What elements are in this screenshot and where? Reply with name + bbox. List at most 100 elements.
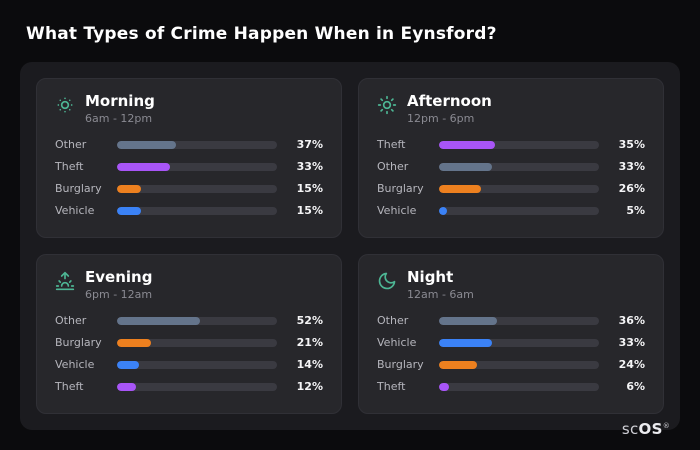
bar-track [117, 338, 277, 347]
crime-bar-row: Other 52% [55, 313, 323, 328]
crime-type-label: Theft [377, 380, 406, 394]
crime-bar-row: Burglary 24% [377, 357, 645, 372]
bar-track [439, 360, 599, 369]
crime-bar-row: Vehicle 15% [55, 203, 323, 218]
crime-bar-row: Vehicle 33% [377, 335, 645, 350]
percentage-value: 35% [618, 138, 645, 152]
bar-rows: Other 37% Theft 33% Burglary 15% Vehicle… [55, 137, 323, 225]
card-header: Night 12am - 6am [377, 268, 645, 301]
registered-mark: ® [662, 422, 670, 430]
crime-type-label: Theft [377, 138, 406, 152]
bar-fill [117, 184, 141, 193]
crime-bar-row: Theft 6% [377, 379, 645, 394]
sun-icon [377, 95, 397, 115]
bar-fill [117, 360, 140, 369]
crime-bar-row: Other 36% [377, 313, 645, 328]
bar-track [439, 382, 599, 391]
bar-track [117, 316, 277, 325]
bar-fill [439, 140, 495, 149]
crime-type-label: Burglary [377, 358, 424, 372]
percentage-value: 37% [296, 138, 323, 152]
bar-track [439, 140, 599, 149]
percentage-value: 33% [618, 336, 645, 350]
card-heading-text: Morning 6am - 12pm [85, 92, 155, 125]
bar-track [117, 360, 277, 369]
brand-logo: scOS® [622, 420, 670, 438]
crime-type-label: Theft [55, 380, 84, 394]
sun-dim-icon [55, 95, 75, 115]
crime-bar-row: Burglary 21% [55, 335, 323, 350]
crime-type-label: Vehicle [55, 358, 95, 372]
card-title: Evening [85, 268, 153, 286]
percentage-value: 12% [296, 380, 323, 394]
crime-type-label: Other [55, 314, 87, 328]
bar-track [439, 316, 599, 325]
bar-track [439, 162, 599, 171]
bar-fill [117, 382, 137, 391]
percentage-value: 5% [626, 204, 645, 218]
time-period-card: Morning 6am - 12pm Other 37% Theft 33% B… [36, 78, 342, 238]
bar-fill [117, 206, 141, 215]
percentage-value: 21% [296, 336, 323, 350]
percentage-value: 33% [618, 160, 645, 174]
sunset-icon [55, 271, 75, 291]
percentage-value: 15% [296, 204, 323, 218]
card-header: Afternoon 12pm - 6pm [377, 92, 645, 126]
crime-bar-row: Other 33% [377, 159, 645, 174]
time-period-card: Night 12am - 6am Other 36% Vehicle 33% B… [358, 254, 664, 414]
crime-bar-row: Burglary 26% [377, 181, 645, 196]
time-period-card: Afternoon 12pm - 6pm Theft 35% Other 33%… [358, 78, 664, 238]
card-subtitle: 12pm - 6pm [407, 112, 475, 126]
bar-fill [439, 316, 497, 325]
percentage-value: 36% [618, 314, 645, 328]
brand-suffix: OS [638, 420, 663, 438]
cards-grid: Morning 6am - 12pm Other 37% Theft 33% B… [36, 78, 664, 414]
crime-type-label: Other [377, 160, 409, 174]
percentage-value: 6% [626, 380, 645, 394]
bar-fill [117, 338, 151, 347]
card-title: Afternoon [407, 92, 492, 110]
percentage-value: 33% [296, 160, 323, 174]
card-title: Night [407, 268, 454, 286]
crime-type-label: Theft [55, 160, 84, 174]
card-header: Evening 6pm - 12am [55, 268, 323, 302]
bar-rows: Other 52% Burglary 21% Vehicle 14% Theft… [55, 313, 323, 401]
crime-type-label: Burglary [55, 336, 102, 350]
crime-bar-row: Other 37% [55, 137, 323, 152]
bar-track [117, 184, 277, 193]
percentage-value: 24% [618, 358, 645, 372]
percentage-value: 52% [296, 314, 323, 328]
percentage-value: 14% [296, 358, 323, 372]
crime-type-label: Vehicle [55, 204, 95, 218]
bar-track [439, 206, 599, 215]
card-heading-text: Afternoon 12pm - 6pm [407, 92, 492, 126]
dashboard-panel: Morning 6am - 12pm Other 37% Theft 33% B… [20, 62, 680, 430]
card-heading-text: Night 12am - 6am [407, 268, 474, 301]
crime-type-label: Burglary [377, 182, 424, 196]
percentage-value: 15% [296, 182, 323, 196]
card-heading-text: Evening 6pm - 12am [85, 268, 153, 302]
crime-bar-row: Theft 12% [55, 379, 323, 394]
crime-type-label: Vehicle [377, 204, 417, 218]
card-subtitle: 6pm - 12am [85, 288, 153, 302]
bar-track [117, 140, 277, 149]
brand-prefix: sc [621, 420, 639, 438]
bar-fill [117, 316, 201, 325]
crime-type-label: Burglary [55, 182, 102, 196]
page-title: What Types of Crime Happen When in Eynsf… [26, 24, 497, 44]
bar-rows: Theft 35% Other 33% Burglary 26% Vehicle… [377, 137, 645, 225]
card-title: Morning [85, 92, 155, 110]
crime-bar-row: Theft 33% [55, 159, 323, 174]
bar-fill [439, 184, 481, 193]
card-header: Morning 6am - 12pm [55, 92, 323, 125]
bar-fill [117, 140, 177, 149]
bar-track [439, 184, 599, 193]
crime-type-label: Vehicle [377, 336, 417, 350]
crime-bar-row: Theft 35% [377, 137, 645, 152]
bar-fill [439, 338, 492, 347]
bar-fill [439, 206, 447, 215]
bar-track [117, 206, 277, 215]
crime-bar-row: Burglary 15% [55, 181, 323, 196]
bar-fill [117, 162, 170, 171]
bar-track [439, 338, 599, 347]
